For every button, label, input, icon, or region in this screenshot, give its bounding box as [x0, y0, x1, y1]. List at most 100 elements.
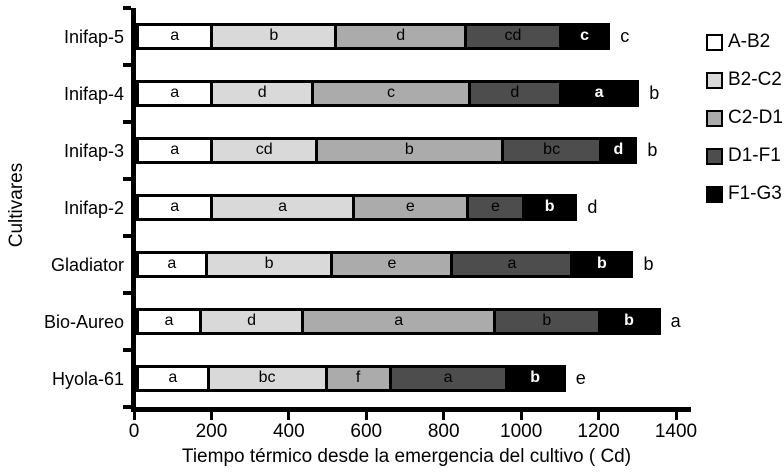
- x-axis-line: [131, 407, 691, 412]
- bar-segment-b2-c2: cd: [210, 137, 318, 164]
- bar-segment-a-b2: a: [136, 251, 208, 278]
- x-tick-label: 600: [350, 421, 383, 442]
- legend-item-f1-g3: F1-G3: [706, 183, 782, 205]
- plot-area: a b d cd c c a d c d a b a cd b bc d b a a e e b d a b e a b b a d a b b a a…: [134, 8, 681, 407]
- bar-end-letter-hyola-61: e: [575, 368, 586, 388]
- bar-segment-b2-c2: b: [210, 23, 338, 50]
- bar-segment-c2-d1: e: [351, 194, 469, 221]
- bar-segment-a-b2: a: [136, 23, 214, 50]
- bar-segment-c2-d1: e: [330, 251, 454, 278]
- bar-segment-c2-d1: c: [311, 80, 471, 107]
- category-label-inifap-5: Inifap-5: [63, 26, 124, 47]
- category-label-hyola-61: Hyola-61: [51, 368, 124, 389]
- bar-segment-b2-c2: b: [204, 251, 334, 278]
- x-tick-label: 1200: [577, 421, 620, 442]
- x-tick-label: 400: [272, 421, 305, 442]
- bar-segment-f1-g3: c: [558, 23, 611, 50]
- legend-label: B2-C2: [728, 69, 782, 90]
- bar-segment-c2-d1: f: [324, 365, 392, 392]
- x-tick: [674, 412, 678, 420]
- category-label-gladiator: Gladiator: [50, 254, 124, 275]
- x-tick: [287, 412, 291, 420]
- bar-end-letter-bio-aureo: a: [670, 311, 681, 331]
- x-tick-label: 1000: [500, 421, 543, 442]
- x-tick: [132, 412, 136, 420]
- bar-segment-d1-f1: a: [388, 365, 508, 392]
- legend-item-c2-d1: C2-D1: [706, 107, 783, 129]
- legend-label: C2-D1: [728, 107, 783, 128]
- y-tick: [123, 348, 131, 352]
- bar-segment-f1-g3: b: [570, 251, 634, 278]
- y-tick: [123, 177, 131, 181]
- bar-segment-a-b2: a: [136, 137, 214, 164]
- bar-segment-d1-f1: bc: [500, 137, 603, 164]
- bar-segment-d1-f1: b: [493, 308, 601, 335]
- bar-segment-a-b2: a: [136, 308, 202, 335]
- x-tick: [364, 412, 368, 420]
- x-tick: [519, 412, 523, 420]
- y-axis-line: [131, 8, 136, 412]
- bar-segment-b2-c2: bc: [206, 365, 328, 392]
- bar-end-letter-inifap-4: b: [649, 83, 660, 103]
- legend-swatch-icon: [706, 109, 723, 127]
- legend-label: D1-F1: [728, 145, 781, 166]
- y-tick: [123, 63, 131, 67]
- legend-item-d1-f1: D1-F1: [706, 145, 781, 167]
- y-tick: [123, 120, 131, 124]
- bar-segment-c2-d1: a: [301, 308, 497, 335]
- x-tick-label: 0: [128, 421, 140, 442]
- x-tick: [442, 412, 446, 420]
- bar-segment-d1-f1: d: [467, 80, 562, 107]
- y-tick: [123, 6, 131, 10]
- legend-label: F1-G3: [728, 183, 782, 204]
- x-tick: [209, 412, 213, 420]
- bar-segment-c2-d1: d: [334, 23, 467, 50]
- bar-segment-b2-c2: d: [198, 308, 305, 335]
- bar-segment-d1-f1: e: [465, 194, 526, 221]
- bar-segment-d1-f1: cd: [463, 23, 562, 50]
- bar-segment-a-b2: a: [136, 194, 214, 221]
- bar-segment-d1-f1: a: [450, 251, 574, 278]
- bar-segment-f1-g3: a: [558, 80, 640, 107]
- x-axis-title: Tiempo térmico desde la emergencia del c…: [181, 446, 632, 467]
- legend-item-b2-c2: B2-C2: [706, 69, 782, 91]
- bar-end-letter-inifap-2: d: [587, 197, 598, 217]
- category-label-inifap-4: Inifap-4: [63, 83, 124, 104]
- y-tick: [123, 234, 131, 238]
- x-tick: [597, 412, 601, 420]
- legend-swatch-icon: [706, 33, 723, 51]
- x-tick-label: 200: [195, 421, 228, 442]
- category-label-bio-aureo: Bio-Aureo: [43, 311, 124, 332]
- bar-segment-f1-g3: b: [597, 308, 661, 335]
- bar-row-inifap-3: a cd b bc d: [136, 137, 638, 164]
- bar-segment-f1-g3: d: [599, 137, 638, 164]
- legend-swatch-icon: [706, 71, 723, 89]
- legend-swatch-icon: [706, 185, 723, 203]
- y-tick: [123, 405, 131, 409]
- bar-segment-c2-d1: b: [314, 137, 504, 164]
- bar-segment-b2-c2: d: [210, 80, 315, 107]
- bar-segment-a-b2: a: [136, 365, 210, 392]
- legend-label: A-B2: [728, 31, 771, 52]
- bar-segment-f1-g3: b: [504, 365, 566, 392]
- bar-end-letter-gladiator: b: [643, 254, 654, 274]
- bar-segment-a-b2: a: [136, 80, 214, 107]
- category-label-inifap-3: Inifap-3: [63, 140, 124, 161]
- x-tick-label: 800: [427, 421, 460, 442]
- bar-row-inifap-5: a b d cd c: [136, 23, 611, 50]
- bar-end-letter-inifap-5: c: [620, 26, 630, 46]
- bar-segment-f1-g3: b: [522, 194, 578, 221]
- bar-segment-b2-c2: a: [210, 194, 355, 221]
- legend-item-a-b2: A-B2: [706, 31, 770, 53]
- y-tick: [123, 291, 131, 295]
- bar-row-hyola-61: a bc f a b: [136, 365, 566, 392]
- x-tick-label: 1400: [654, 421, 698, 442]
- category-label-inifap-2: Inifap-2: [63, 197, 124, 218]
- bar-end-letter-inifap-3: b: [647, 140, 658, 160]
- legend-swatch-icon: [706, 147, 723, 165]
